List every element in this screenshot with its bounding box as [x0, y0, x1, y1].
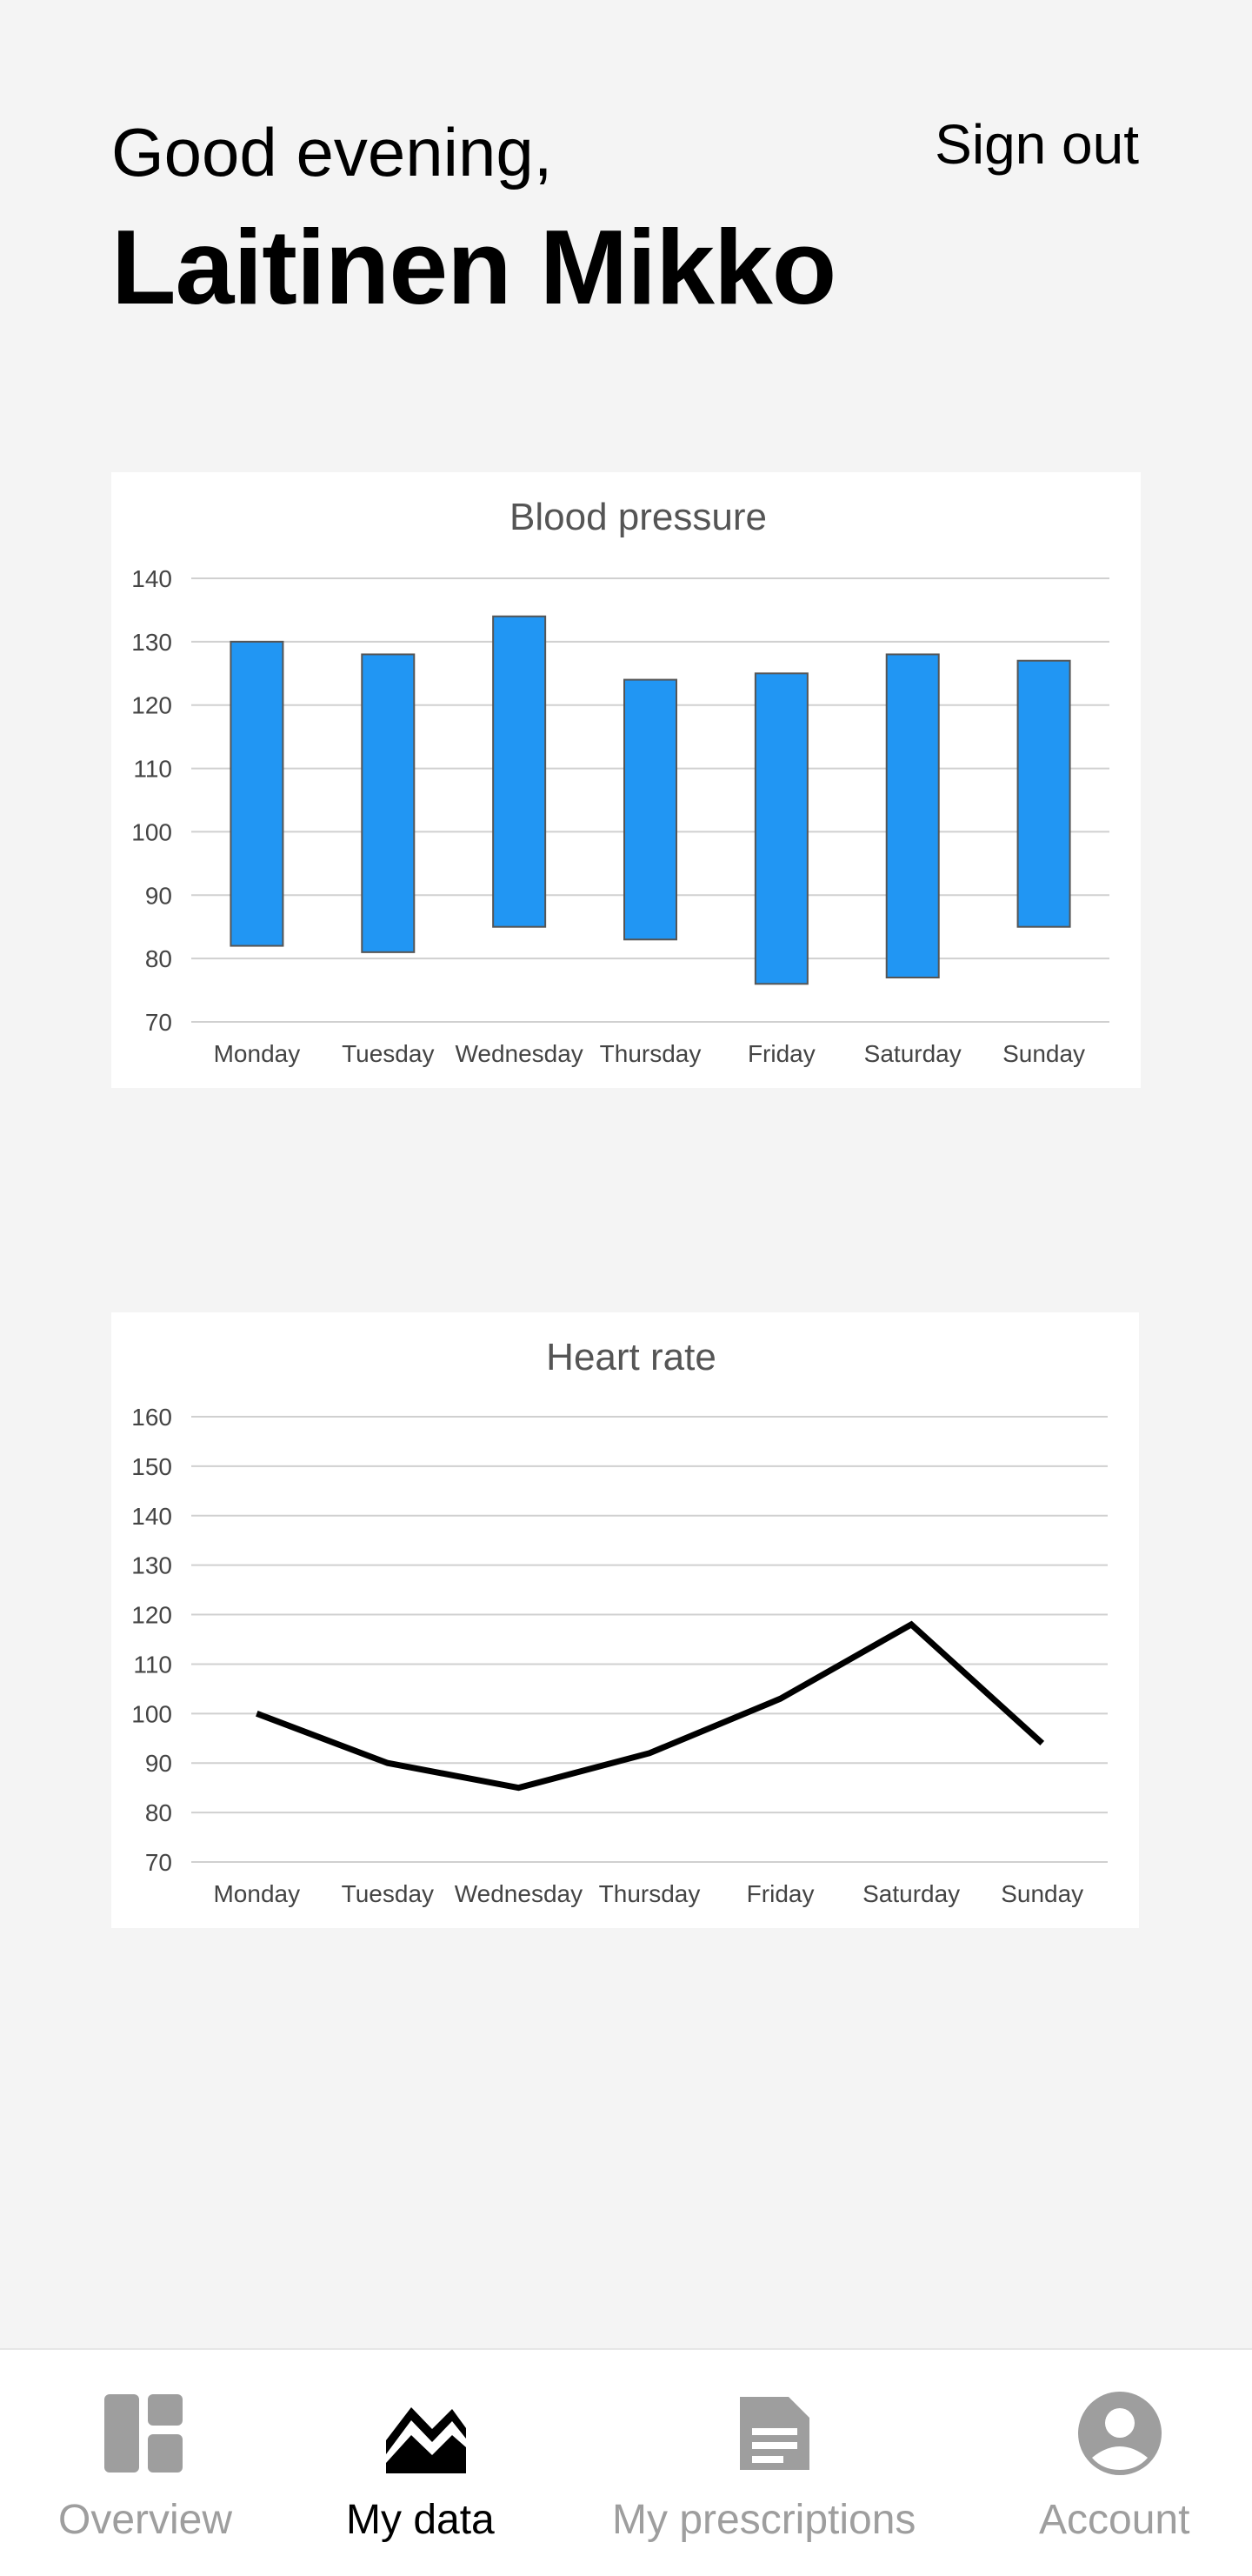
- y-tick-label: 120: [131, 1602, 172, 1629]
- y-tick-label: 160: [131, 1404, 172, 1431]
- heart-rate-chart: Heart rate 160 150 140 130 120 110 100 90 80 70 Mon…: [131, 1336, 1108, 1907]
- y-tick-label: 80: [145, 945, 172, 972]
- bp-bar-sunday: [1016, 659, 1071, 928]
- heart-rate-line: [256, 1620, 1045, 1792]
- user-name: Laitinen Mikko: [111, 208, 836, 326]
- y-tick-label: 110: [133, 1651, 172, 1678]
- bp-bar-wednesday: [492, 615, 547, 928]
- nav-label-overview: Overview: [58, 2497, 233, 2543]
- x-tick-label: Tuesday: [342, 1880, 434, 1907]
- blood-pressure-card: Blood pressure 140 130 120 110 100 90 80 70 Monda…: [111, 472, 1141, 1088]
- nav-item-account[interactable]: Account: [1009, 2350, 1252, 2576]
- x-tick-label: Wednesday: [455, 1040, 583, 1067]
- y-tick-label: 120: [131, 692, 172, 719]
- nav-label-account: Account: [1039, 2497, 1190, 2543]
- x-tick-label: Monday: [214, 1040, 301, 1067]
- y-tick-label: 110: [133, 756, 172, 783]
- nav-label-my-prescriptions: My prescriptions: [612, 2497, 916, 2543]
- y-tick-label: 140: [131, 1503, 172, 1530]
- x-tick-label: Sunday: [1002, 1040, 1085, 1067]
- document-icon: [731, 2390, 818, 2477]
- y-tick-label: 130: [131, 1552, 172, 1579]
- x-tick-label: Wednesday: [455, 1880, 583, 1907]
- nav-label-my-data: My data: [346, 2497, 495, 2543]
- bp-bar-saturday: [885, 653, 940, 979]
- y-tick-label: 100: [131, 818, 172, 845]
- nav-item-my-data[interactable]: My data: [287, 2350, 556, 2576]
- x-tick-label: Thursday: [600, 1040, 702, 1067]
- x-tick-label: Saturday: [864, 1040, 962, 1067]
- sign-out-button[interactable]: Sign out: [935, 113, 1139, 176]
- y-tick-label: 140: [131, 565, 172, 592]
- y-tick-label: 70: [145, 1009, 172, 1036]
- heart-rate-card: Heart rate 160 150 140 130 120 110 100 90 80 70 Mon…: [111, 1312, 1139, 1928]
- y-tick-label: 100: [131, 1700, 172, 1727]
- x-tick-label: Thursday: [599, 1880, 701, 1907]
- x-tick-label: Friday: [747, 1880, 815, 1907]
- y-tick-label: 70: [145, 1849, 172, 1876]
- x-tick-label: Monday: [213, 1880, 300, 1907]
- y-tick-label: 130: [131, 629, 172, 656]
- blood-pressure-chart: Blood pressure 140 130 120 110 100 90 80 70 Monda…: [131, 496, 1109, 1067]
- y-tick-label: 80: [145, 1799, 172, 1826]
- chart-icon: [383, 2390, 470, 2477]
- bp-bar-friday: [754, 672, 809, 985]
- chart-title: Heart rate: [546, 1336, 716, 1378]
- account-circle-icon: [1076, 2390, 1163, 2477]
- nav-item-my-prescriptions[interactable]: My prescriptions: [574, 2350, 956, 2576]
- nav-item-overview[interactable]: Overview: [0, 2350, 287, 2576]
- x-tick-label: Saturday: [862, 1880, 960, 1907]
- y-tick-label: 90: [145, 1750, 172, 1777]
- bp-bar-monday: [230, 640, 284, 947]
- y-tick-label: 90: [145, 882, 172, 909]
- bp-bar-tuesday: [361, 653, 416, 953]
- chart-title: Blood pressure: [509, 496, 767, 538]
- y-tick-label: 150: [131, 1453, 172, 1480]
- x-tick-label: Tuesday: [342, 1040, 434, 1067]
- x-tick-label: Friday: [748, 1040, 816, 1067]
- greeting: Good evening,: [111, 114, 553, 190]
- dashboard-icon: [100, 2390, 187, 2477]
- bp-bar-thursday: [623, 678, 677, 941]
- bottom-navigation: Overview My data My prescriptions: [0, 2348, 1252, 2576]
- x-tick-label: Sunday: [1001, 1880, 1083, 1907]
